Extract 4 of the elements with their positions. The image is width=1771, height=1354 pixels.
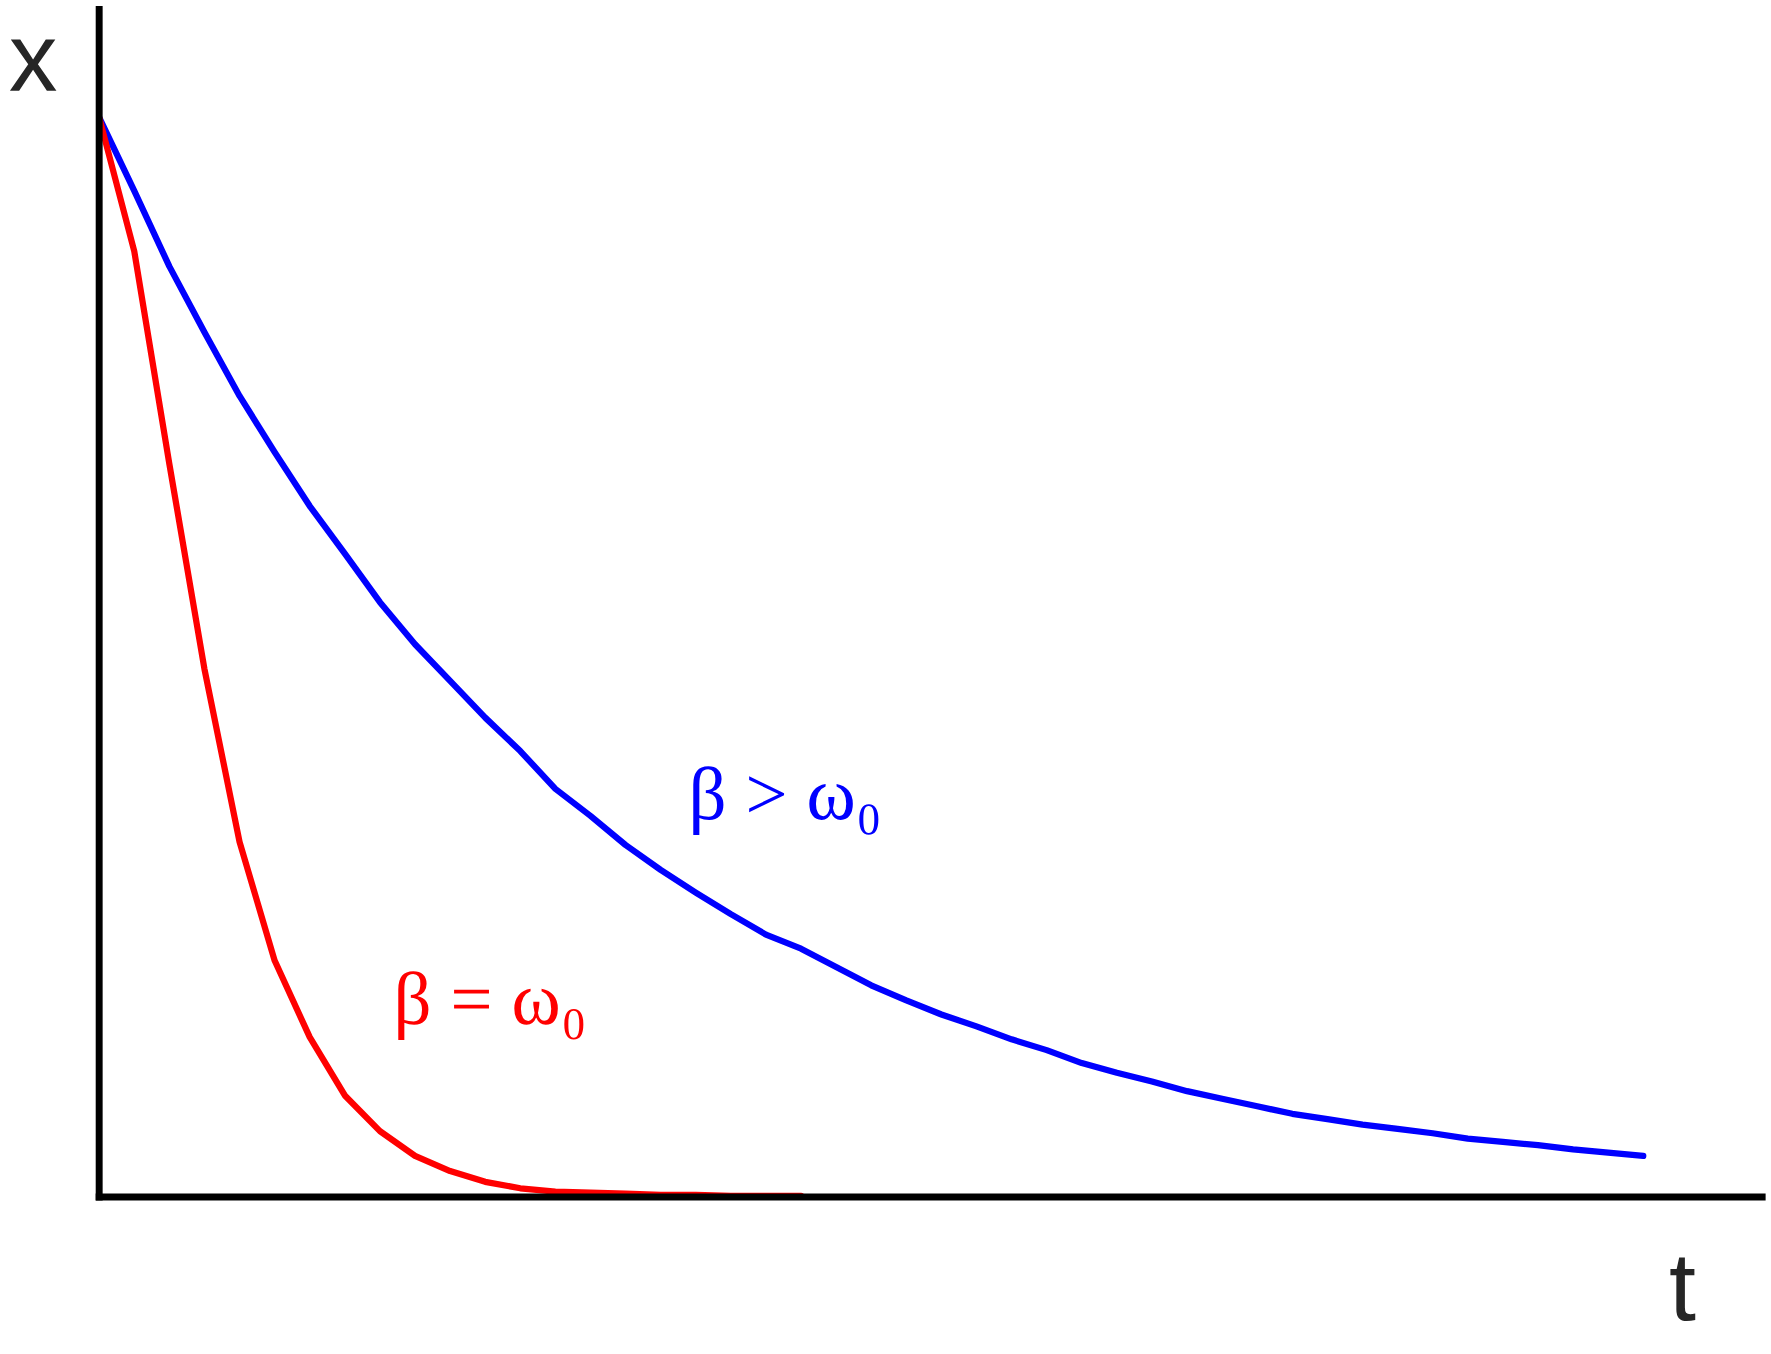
x-axis-title: t (1670, 1257, 1696, 1322)
series-label: β > ω₀ (693, 766, 879, 836)
y-axis-title: x (9, 39, 57, 91)
series-label: β = ω₀ (398, 971, 584, 1040)
